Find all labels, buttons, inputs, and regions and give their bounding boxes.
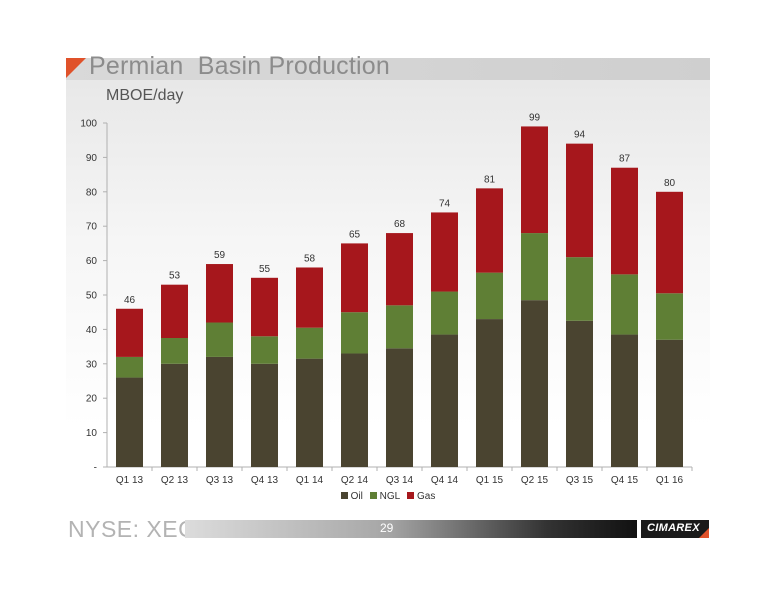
bar-segment-gas (476, 188, 503, 273)
bar-segment-gas (341, 243, 368, 313)
cimarex-logo: CIMAREX (641, 520, 709, 538)
y-tick-label: 100 (80, 119, 97, 130)
x-tick-label: Q4 15 (611, 475, 639, 486)
bar-segment-ngl (431, 291, 458, 335)
x-tick-label: Q4 13 (251, 475, 279, 486)
bar-segment-ngl (656, 293, 683, 340)
legend-item-oil: Oil (340, 491, 363, 502)
y-tick-label: 40 (86, 325, 98, 336)
x-tick-label: Q3 14 (386, 475, 414, 486)
legend-label-oil: Oil (350, 491, 363, 502)
x-tick-label: Q1 15 (476, 475, 504, 486)
y-tick-label: 60 (86, 256, 98, 267)
x-tick-label: Q2 14 (341, 475, 369, 486)
bar-segment-oil (161, 363, 188, 467)
bar-segment-gas (656, 191, 683, 294)
bar-total-label: 46 (124, 295, 136, 306)
page-number: 29 (380, 521, 394, 535)
bar-segment-gas (251, 277, 278, 337)
bar-total-label: 99 (529, 112, 541, 123)
legend-label-gas: Gas (417, 491, 436, 502)
bar-segment-oil (566, 320, 593, 467)
legend-label-ngl: NGL (379, 491, 401, 502)
bar-total-label: 65 (349, 229, 361, 240)
chart-legend: Oil NGL Gas (0, 491, 776, 502)
bar-total-label: 74 (439, 198, 451, 209)
bar-total-label: 58 (304, 253, 316, 264)
legend-item-gas: Gas (407, 491, 435, 502)
chart-unit-label: MBOE/day (106, 87, 184, 104)
bar-segment-oil (431, 334, 458, 467)
bar-segment-oil (206, 356, 233, 467)
bar-segment-ngl (611, 274, 638, 335)
y-tick-label: 70 (86, 222, 98, 233)
x-tick-label: Q2 15 (521, 475, 549, 486)
bar-total-label: 68 (394, 219, 406, 230)
x-tick-label: Q1 14 (296, 475, 324, 486)
bar-segment-ngl (161, 338, 188, 364)
title-accent-triangle (66, 58, 86, 78)
x-tick-label: Q4 14 (431, 475, 459, 486)
legend-swatch-gas (407, 492, 414, 499)
footer-ticker: NYSE: XEC (68, 516, 196, 542)
title-bar (66, 58, 710, 80)
bar-segment-oil (611, 334, 638, 467)
bar-segment-gas (566, 143, 593, 258)
bar-segment-ngl (521, 233, 548, 301)
bar-segment-gas (431, 212, 458, 292)
bar-segment-gas (116, 308, 143, 357)
legend-swatch-oil (340, 492, 348, 499)
bar-segment-ngl (296, 327, 323, 359)
x-tick-label: Q2 13 (161, 475, 189, 486)
logo-accent-triangle (699, 528, 709, 538)
bar-segment-oil (341, 353, 368, 467)
logo-text: CIMAREX (647, 522, 700, 534)
x-tick-label: Q1 16 (656, 475, 684, 486)
bar-segment-gas (296, 267, 323, 328)
bar-segment-oil (476, 319, 503, 467)
footer-bar (185, 520, 637, 538)
x-tick-label: Q1 13 (116, 475, 144, 486)
bar-segment-gas (386, 233, 413, 306)
bar-segment-oil (296, 358, 323, 467)
y-tick-label: 80 (86, 187, 98, 198)
bar-segment-gas (611, 167, 638, 275)
bar-total-label: 80 (664, 178, 676, 189)
y-tick-label: - (94, 463, 97, 474)
bar-total-label: 55 (259, 264, 271, 275)
bar-segment-oil (656, 339, 683, 467)
bar-segment-ngl (476, 272, 503, 320)
y-tick-label: 90 (86, 153, 98, 164)
bar-segment-oil (116, 377, 143, 467)
bar-segment-ngl (341, 312, 368, 354)
bar-segment-gas (161, 284, 188, 338)
y-tick-label: 30 (86, 359, 98, 370)
bar-segment-ngl (116, 356, 143, 378)
x-tick-label: Q3 13 (206, 475, 234, 486)
bar-segment-ngl (206, 322, 233, 357)
y-tick-label: 20 (86, 394, 98, 405)
bar-segment-gas (206, 264, 233, 323)
bar-segment-ngl (566, 257, 593, 321)
bar-total-label: 81 (484, 174, 496, 185)
legend-item-ngl: NGL (369, 491, 401, 502)
legend-swatch-ngl (369, 492, 377, 499)
x-tick-label: Q3 15 (566, 475, 594, 486)
slide-title: Permian Basin Production (89, 52, 390, 80)
bar-segment-oil (251, 363, 278, 467)
bar-total-label: 87 (619, 154, 631, 165)
bar-segment-oil (521, 300, 548, 467)
bar-segment-ngl (386, 305, 413, 349)
bar-segment-gas (521, 126, 548, 234)
bar-total-label: 94 (574, 130, 586, 141)
bar-segment-ngl (251, 336, 278, 364)
bar-total-label: 53 (169, 271, 181, 282)
y-tick-label: 10 (86, 428, 98, 439)
y-tick-label: 50 (86, 291, 98, 302)
bar-segment-oil (386, 348, 413, 467)
bar-total-label: 59 (214, 250, 226, 261)
